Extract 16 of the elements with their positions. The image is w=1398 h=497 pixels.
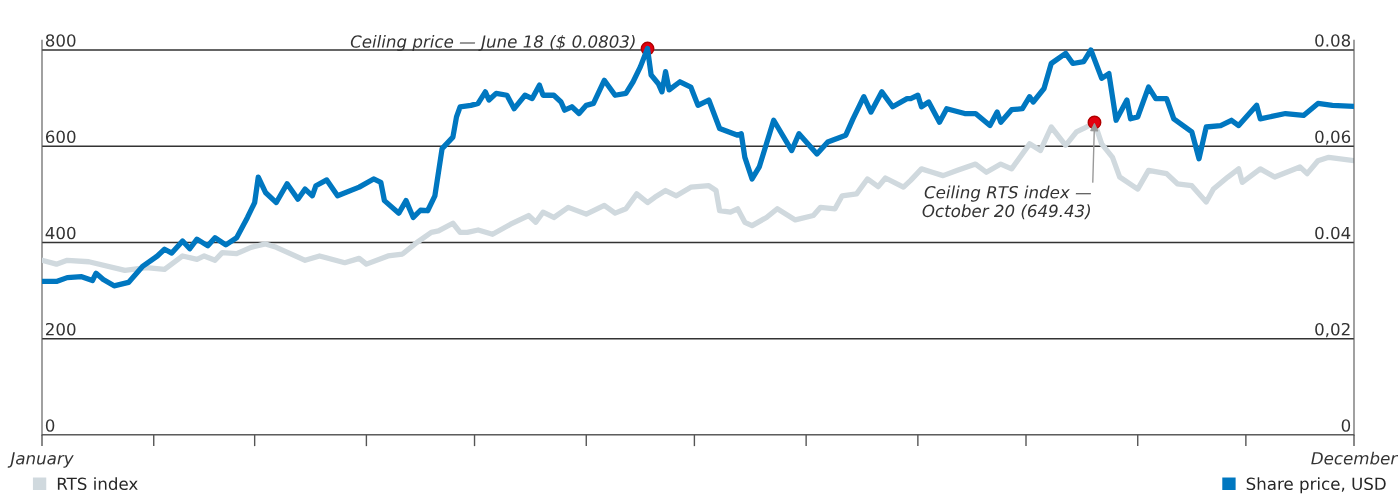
x-tick-label: January	[7, 452, 74, 468]
y-tick-label: 0	[45, 419, 55, 432]
y2-tick-label: 0.04	[1315, 226, 1351, 240]
x-tick-label: December	[1311, 451, 1398, 465]
legend-label: RTS index	[57, 477, 138, 491]
y-tick-label: 800	[45, 34, 76, 47]
annotation: Ceiling price — June 18 ($ 0.0803)	[350, 34, 635, 52]
legend-label: Share price, USD	[1246, 477, 1386, 494]
y2-tick-label: 0,06	[1315, 130, 1351, 145]
y-tick-label: 400	[45, 226, 76, 240]
y2-tick-label: 0	[1341, 419, 1351, 432]
y2-tick-label: 0.08	[1315, 34, 1351, 47]
y-tick-label: 600	[45, 130, 76, 144]
y-tick-label: 200	[46, 322, 76, 336]
y2-tick-label: 0,02	[1315, 322, 1350, 338]
annotation: Ceiling RTS index — October 20 (649.43)	[922, 185, 1091, 220]
